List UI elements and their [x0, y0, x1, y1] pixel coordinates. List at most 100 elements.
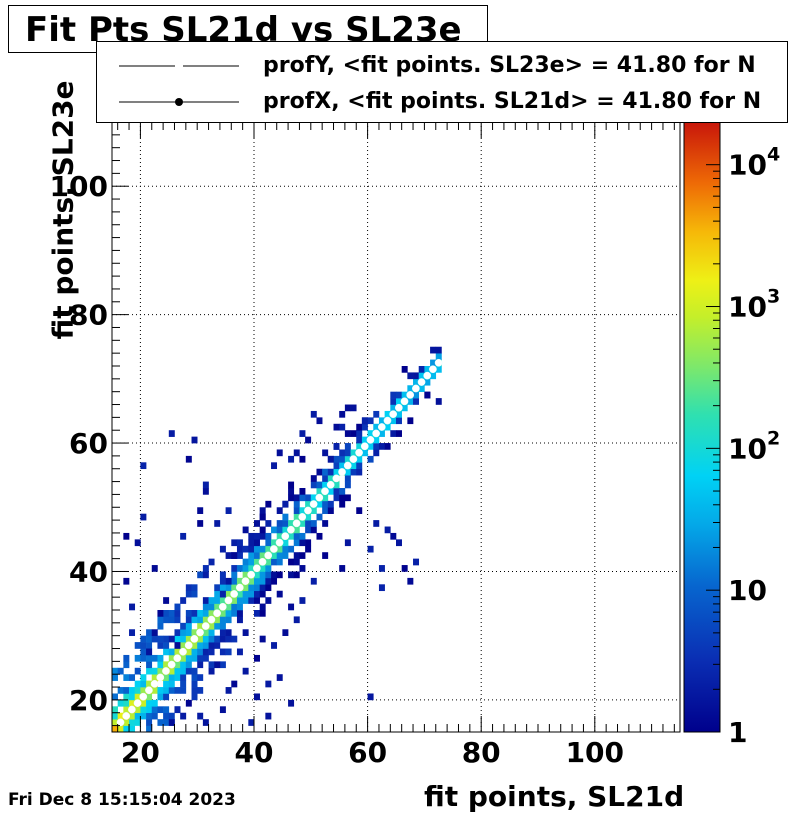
heatmap-cell: [112, 693, 118, 701]
profile-point: [167, 660, 176, 669]
heatmap-cell: [401, 404, 408, 412]
heatmap-cell: [407, 372, 414, 380]
heatmap-cell: [265, 577, 272, 585]
heatmap-cell: [180, 674, 187, 681]
heatmap-cell: [299, 565, 306, 572]
heatmap-cell-outlier: [225, 507, 232, 514]
heatmap-cell: [339, 455, 346, 463]
heatmap-cell: [259, 610, 266, 617]
heatmap-cell: [305, 526, 312, 534]
profile-point: [383, 416, 392, 425]
y-axis-title: fit points, SL23e: [46, 80, 80, 340]
x-tick-label: 100: [566, 736, 624, 769]
heatmap-cell: [265, 571, 272, 579]
heatmap-cell: [350, 449, 357, 457]
heatmap-cell: [265, 539, 272, 547]
heatmap-cell: [282, 520, 289, 527]
heatmap-cell: [134, 654, 141, 662]
heatmap-cell: [151, 667, 158, 675]
heatmap-cell: [418, 385, 425, 392]
heatmap-cell: [373, 449, 380, 457]
heatmap-cell: [191, 674, 198, 681]
heatmap-cell-outlier: [231, 680, 238, 688]
heatmap-cell: [197, 661, 204, 669]
heatmap-cell: [350, 468, 357, 476]
heatmap-cell: [316, 532, 323, 540]
heatmap-cell: [390, 430, 397, 437]
heatmap-cell: [191, 687, 198, 694]
heatmap-cell: [435, 366, 442, 373]
heatmap-cell: [236, 552, 243, 559]
heatmap-cell-outlier: [219, 545, 226, 553]
heatmap-cell-outlier: [367, 545, 374, 553]
heatmap-cell: [191, 680, 198, 688]
profile-markers: [116, 358, 443, 727]
heatmap-cell: [180, 654, 187, 662]
heatmap-cell: [191, 654, 198, 662]
heatmap-cell: [140, 654, 147, 662]
heatmap-cell: [208, 597, 215, 604]
heatmap-cell: [288, 545, 295, 553]
profile-point: [224, 596, 233, 605]
heatmap-cell: [180, 667, 187, 675]
heatmap-cell: [254, 520, 260, 527]
heatmap-cell: [202, 635, 209, 643]
heatmap-cell-outlier: [202, 481, 209, 489]
heatmap-cell: [129, 687, 136, 694]
heatmap-cell: [180, 642, 187, 649]
heatmap-cell: [316, 513, 323, 521]
heatmap-cell: [299, 507, 306, 514]
profile-point: [304, 506, 312, 515]
heatmap-cell: [151, 699, 158, 707]
heatmap-cell: [174, 629, 181, 636]
heatmap-cell: [248, 584, 255, 592]
heatmap-cell: [299, 494, 306, 502]
heatmap-cell: [259, 526, 266, 534]
colorbar-tick-label: 10: [728, 574, 767, 607]
heatmap-cell: [168, 712, 175, 720]
heatmap-cell: [219, 661, 226, 669]
heatmap-cell: [197, 642, 204, 649]
heatmap-cell-outlier: [310, 410, 317, 418]
profile-point: [179, 647, 187, 656]
heatmap-cell: [339, 462, 346, 470]
heatmap-cell: [322, 500, 329, 508]
heatmap-cell: [231, 584, 238, 592]
heatmap-cell: [168, 667, 175, 675]
heatmap-cell: [242, 584, 249, 592]
heatmap-cell: [157, 706, 164, 714]
heatmap-cell-outlier: [219, 706, 226, 714]
heatmap-cell: [259, 552, 266, 559]
heatmap-cell: [322, 507, 329, 514]
heatmap-cell: [174, 674, 181, 681]
colorbar-tick-label: 104: [728, 144, 780, 182]
heatmap-cell: [225, 629, 232, 636]
heatmap-cell: [248, 577, 255, 585]
heatmap-cell: [254, 597, 260, 604]
profile-point: [338, 468, 346, 476]
heatmap-cell: [236, 565, 243, 572]
heatmap-cell: [140, 706, 147, 714]
heatmap-cell: [322, 520, 329, 527]
heatmap-cell: [327, 500, 334, 508]
heatmap-cell: [174, 610, 181, 617]
heatmap-cell: [310, 475, 317, 482]
heatmap-cell: [293, 539, 300, 547]
profile-point: [162, 667, 170, 675]
heatmap-cell: [112, 725, 118, 732]
heatmap-cell: [367, 430, 374, 437]
heatmap-cell: [361, 423, 368, 431]
heatmap-cell-outlier: [378, 565, 385, 572]
heatmap-cell-outlier: [282, 500, 289, 508]
y-tick-label: 40: [69, 555, 108, 588]
legend-label-profx: profX, <fit points. SL21d> = 41.80 for N: [263, 89, 762, 114]
heatmap-cell: [225, 610, 232, 617]
heatmap-cell-outlier: [350, 404, 357, 412]
heatmap-cell: [305, 539, 312, 547]
heatmap-cell-outlier: [168, 635, 175, 643]
heatmap-cell: [339, 494, 346, 502]
heatmap-cell: [231, 597, 238, 604]
heatmap-cell: [254, 571, 260, 579]
heatmap-cell-outlier: [214, 661, 221, 669]
heatmap-cell: [134, 667, 141, 675]
